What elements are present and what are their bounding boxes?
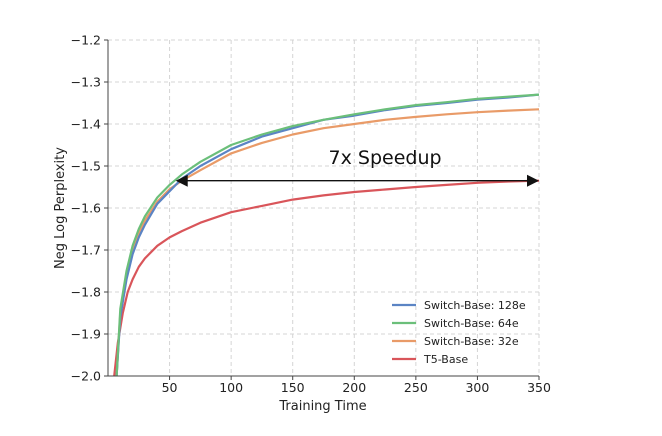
series-line-switch-64e [115,93,539,376]
y-tick-label-4: −1.6 [71,201,101,216]
legend-label-switch-128e: Switch-Base: 128e [424,299,526,312]
x-tick-label-5: 300 [465,380,489,395]
grid [108,39,540,377]
y-tick-label-3: −1.7 [71,243,101,258]
annotation: 7x Speedup [175,147,539,187]
speedup-arrow-head-right [527,174,539,187]
y-axis-label: Neg Log Perplexity [53,147,68,269]
y-tick-label-8: −1.2 [71,33,101,48]
x-tick-label-4: 250 [404,380,428,395]
y-tick-label-6: −1.4 [71,117,101,132]
x-tick-label-2: 150 [281,380,305,395]
y-tick-label-2: −1.8 [71,285,101,300]
legend: Switch-Base: 128e Switch-Base: 64e Switc… [392,299,526,366]
ticks: −2.0 −1.9 −1.8 −1.7 −1.6 −1.5 −1.4 −1.3 −1.2 50 10… [71,33,551,396]
legend-label-switch-32e: Switch-Base: 32e [424,335,519,348]
legend-label-t5-base: T5-Base [423,353,468,366]
y-tick-label-5: −1.5 [71,159,101,174]
y-tick-label-1: −1.9 [71,327,101,342]
y-tick-label-0: −2.0 [71,369,101,384]
x-axis-label: Training Time [278,399,366,414]
speedup-label: 7x Speedup [329,147,442,169]
x-tick-label-0: 50 [162,380,178,395]
x-tick-label-6: 350 [527,380,551,395]
series-layer [113,93,539,376]
series-line-switch-32e [115,108,539,376]
speedup-arrow-head-left [175,174,188,187]
x-tick-label-3: 200 [342,380,366,395]
series-line-t5-base [113,179,539,376]
y-tick-label-7: −1.3 [71,75,101,90]
x-tick-label-1: 100 [219,380,243,395]
legend-label-switch-64e: Switch-Base: 64e [424,317,519,330]
